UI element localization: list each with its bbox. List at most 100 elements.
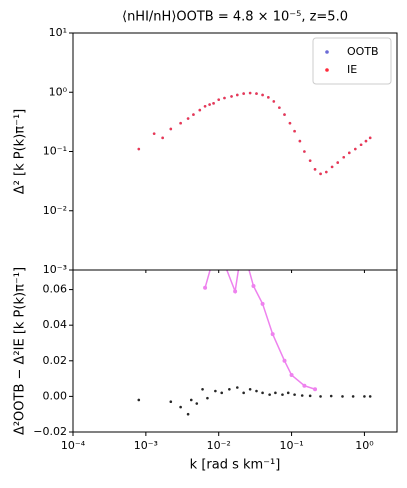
scatter-point: [220, 391, 224, 395]
scatter-point: [208, 103, 211, 106]
scatter-point: [137, 398, 141, 402]
line-point: [270, 332, 275, 337]
x-tick-label: 10⁻³: [134, 439, 158, 452]
scatter-point: [255, 92, 258, 95]
line-point: [302, 383, 307, 388]
scatter-point: [303, 150, 306, 153]
scatter-point: [195, 402, 199, 405]
y-tick-label: 0.04: [43, 318, 68, 331]
scatter-point: [206, 396, 209, 400]
line-point: [282, 358, 287, 363]
x-tick-label: 10⁰: [355, 439, 374, 452]
scatter-point: [283, 113, 286, 116]
scatter-point: [313, 168, 317, 171]
chart-title: ⟨nHI/nH⟩OOTB = 4.8 × 10⁻⁵, z=5.0: [122, 10, 348, 25]
scatter-point: [248, 387, 252, 391]
scatter-point: [179, 405, 182, 409]
y-tick-label: 0.02: [43, 354, 68, 367]
scatter-point: [278, 106, 281, 109]
scatter-point: [223, 96, 226, 100]
axes-frame: [72, 269, 398, 433]
scatter-point: [201, 387, 204, 391]
scatter-point: [236, 93, 239, 97]
y-tick-label: 10⁻³: [43, 263, 67, 276]
y-tick-label: −0.02: [33, 425, 67, 438]
scatter-point: [347, 151, 351, 155]
line-point: [240, 243, 244, 247]
scatter-point: [298, 139, 302, 143]
legend-box: [312, 37, 392, 85]
y-axis-label: Δ² [k P(k)π⁻¹]: [13, 109, 28, 194]
scatter-point: [236, 386, 239, 389]
scatter-point: [179, 121, 182, 125]
scatter-point: [152, 132, 156, 135]
scatter-point: [281, 393, 284, 396]
legend-marker: [325, 68, 329, 72]
scatter-point: [336, 161, 340, 164]
legend-label: IE: [347, 63, 357, 76]
scatter-point: [274, 391, 277, 395]
scatter-point: [248, 91, 252, 95]
scatter-point: [286, 391, 290, 395]
scatter-point: [359, 143, 363, 147]
scatter-point: [228, 387, 231, 391]
y-tick-label: 10⁻²: [43, 204, 67, 217]
scatter-point: [272, 100, 276, 103]
x-axis-label: k [rad s km⁻¹]: [190, 458, 281, 473]
scatter-point: [169, 127, 173, 131]
scatter-point: [363, 395, 366, 398]
line-point: [313, 387, 318, 392]
scatter-point: [354, 147, 357, 151]
x-tick-label: 10⁻²: [207, 439, 231, 452]
scatter-point: [364, 139, 368, 143]
scatter-point: [268, 393, 271, 396]
scatter-point: [192, 113, 195, 116]
line-point: [233, 289, 238, 294]
x-tick-label: 10⁻¹: [279, 439, 303, 452]
scatter-point: [186, 117, 190, 120]
y-axis-label: Δ²OOTB − Δ²IE [k P(k)π⁻¹]: [13, 267, 28, 435]
line-point: [203, 285, 208, 290]
scatter-point: [242, 92, 245, 95]
line-point: [289, 373, 294, 378]
scatter-point: [161, 136, 164, 140]
scatter-point: [198, 108, 202, 112]
scatter-point: [330, 165, 334, 169]
series-line: [204, 270, 316, 390]
scatter-point: [329, 394, 333, 398]
scatter-point: [368, 395, 372, 398]
scatter-point: [137, 147, 141, 151]
scatter-point: [300, 394, 304, 397]
line-point: [251, 284, 256, 289]
scatter-point: [214, 389, 217, 393]
scatter-point: [319, 172, 322, 176]
scatter-point: [267, 96, 270, 99]
y-tick-label: 10¹: [49, 26, 67, 39]
scatter-point: [242, 391, 245, 395]
scatter-point: [351, 395, 355, 398]
legend-label: OOTB: [347, 45, 379, 58]
plot-area: [137, 243, 372, 416]
line-point: [260, 301, 265, 306]
scatter-point: [293, 129, 296, 133]
scatter-point: [212, 102, 215, 105]
scatter-point: [169, 400, 173, 404]
scatter-point: [342, 155, 346, 159]
scatter-point: [261, 391, 264, 395]
scatter-point: [368, 136, 372, 140]
plot-area: [137, 91, 372, 176]
legend-marker: [325, 50, 329, 54]
scatter-point: [325, 170, 328, 174]
scatter-point: [293, 393, 296, 396]
scatter-point: [217, 98, 221, 101]
scatter-point: [319, 395, 322, 398]
line-point: [215, 243, 219, 247]
scatter-point: [308, 159, 312, 162]
scatter-point: [189, 398, 193, 402]
scatter-point: [255, 389, 258, 393]
scatter-point: [261, 93, 264, 97]
scatter-point: [288, 121, 292, 125]
y-tick-label: 10⁻¹: [43, 145, 67, 158]
y-tick-label: 10⁰: [49, 85, 68, 98]
